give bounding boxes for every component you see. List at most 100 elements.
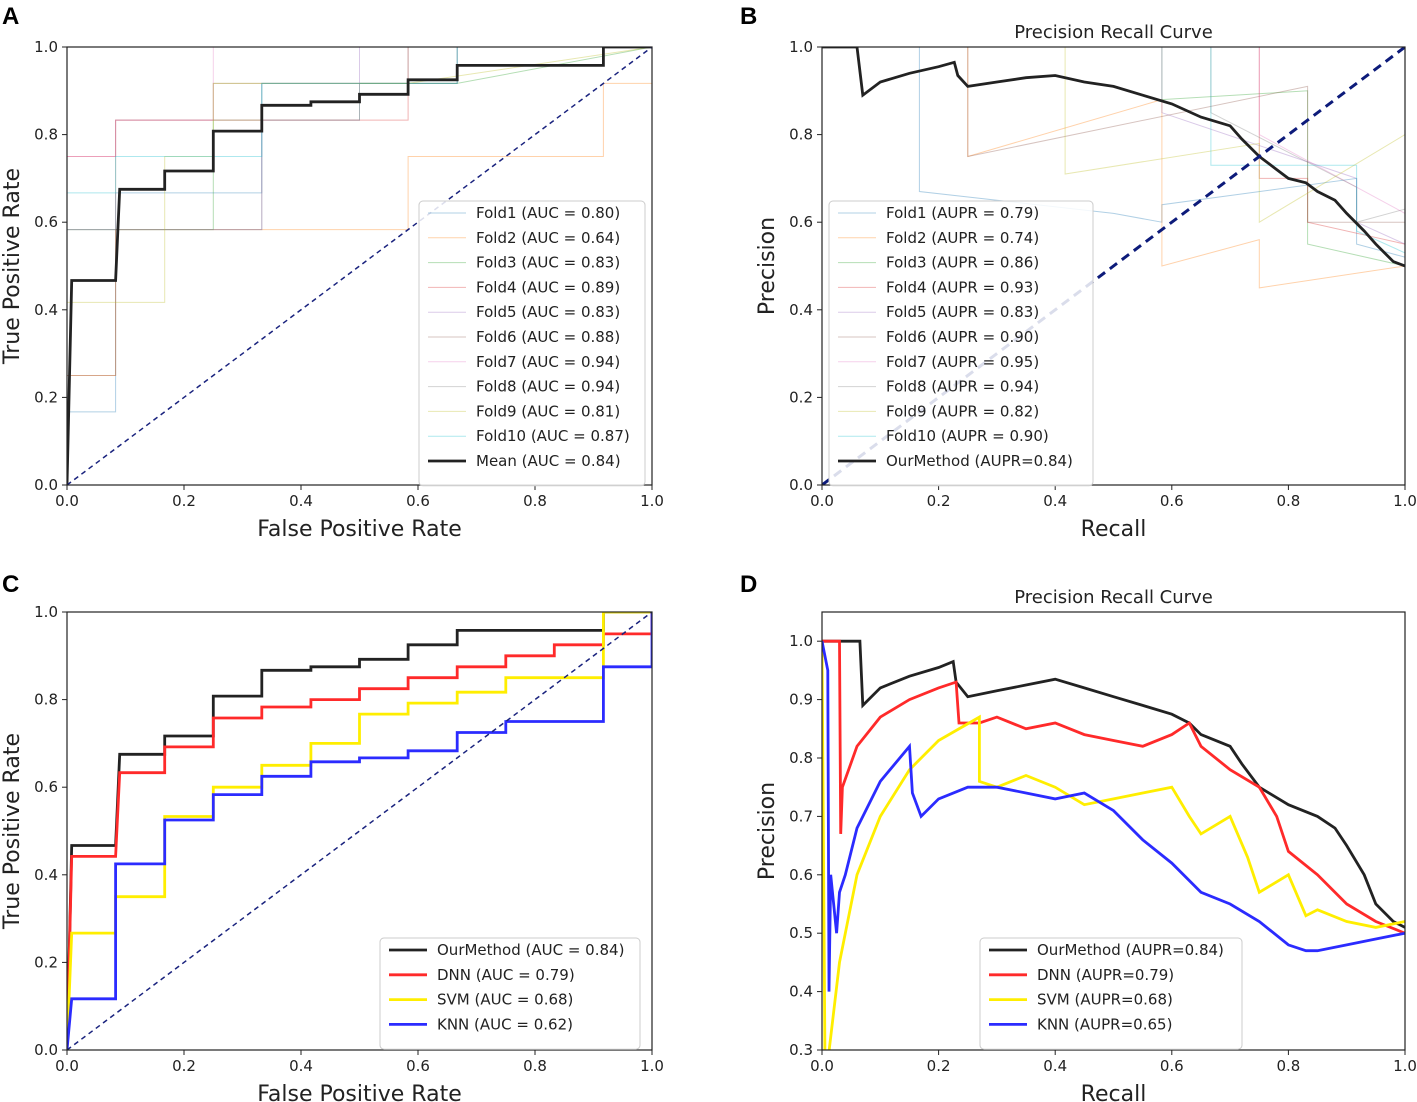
y-tick-label: 0.2 — [789, 388, 813, 406]
legend-label: Fold1 (AUC = 0.80) — [476, 204, 620, 222]
x-axis-label: False Positive Rate — [257, 517, 461, 542]
plot-frame — [821, 611, 1406, 1051]
x-tick-label: 0.8 — [1276, 492, 1300, 510]
y-tick-label: 1.0 — [34, 603, 58, 621]
x-tick-label: 1.0 — [1393, 1057, 1417, 1075]
series-line-dnn — [67, 612, 652, 1050]
y-tick-label: 0.8 — [789, 749, 813, 767]
legend-label: Fold9 (AUPR = 0.82) — [886, 402, 1039, 420]
legend-label: KNN (AUC = 0.62) — [437, 1015, 573, 1033]
legend-label: Fold1 (AUPR = 0.79) — [886, 204, 1039, 222]
panel-letter: A — [2, 3, 19, 30]
legend-label: Fold7 (AUC = 0.94) — [476, 353, 620, 371]
legend-label: DNN (AUC = 0.79) — [437, 966, 575, 984]
x-tick-label: 1.0 — [640, 1057, 664, 1075]
x-tick-label: 0.2 — [172, 492, 196, 510]
x-tick-label: 0.4 — [289, 1057, 313, 1075]
y-axis-label: True Positive Rate — [0, 168, 25, 365]
legend-label: Fold2 (AUC = 0.64) — [476, 229, 620, 247]
series-line-fold7 — [67, 47, 652, 485]
panel-letter: B — [740, 3, 757, 30]
legend-label: Fold3 (AUPR = 0.86) — [886, 254, 1039, 272]
y-tick-label: 1.0 — [789, 632, 813, 650]
y-tick-label: 0.7 — [789, 807, 813, 825]
legend-label: Fold4 (AUPR = 0.93) — [886, 278, 1039, 296]
x-tick-label: 0.6 — [406, 492, 430, 510]
series-line-svm — [67, 612, 652, 1050]
series-line-fold4 — [822, 47, 1405, 245]
x-tick-label: 0.8 — [523, 492, 547, 510]
y-tick-label: 0.8 — [789, 126, 813, 144]
series-line-mean — [67, 47, 652, 485]
legend: Fold1 (AUPR = 0.79) Fold2 (AUPR = 0.74) Fo… — [828, 200, 1094, 487]
x-tick-label: 0.0 — [55, 1057, 79, 1075]
series-line-dnn — [822, 639, 1405, 935]
y-tick-label: 0.6 — [789, 213, 813, 231]
series-group — [67, 612, 652, 1050]
legend-label: Fold8 (AUPR = 0.94) — [886, 378, 1039, 396]
x-tick-label: 0.4 — [1043, 1057, 1067, 1075]
x-tick-label: 0.2 — [172, 1057, 196, 1075]
legend-label: Mean (AUC = 0.84) — [476, 452, 621, 470]
legend-label: SVM (AUPR=0.68) — [1037, 991, 1173, 1009]
plot-frame — [66, 611, 653, 1051]
legend-label: Fold9 (AUC = 0.81) — [476, 402, 620, 420]
series-line-fold9 — [67, 47, 652, 485]
chart-panel-a: A 0.0 0.2 0.4 0.6 0.8 1.0 0.0 0.2 0.4 0.6 0.8 1.0 Fal… — [0, 3, 664, 542]
y-tick-label: 0.0 — [789, 476, 813, 494]
legend-label: OurMethod (AUPR=0.84) — [1037, 941, 1224, 959]
legend-box — [418, 200, 646, 487]
legend-label: Fold10 (AUC = 0.87) — [476, 427, 630, 445]
x-tick-label: 0.6 — [406, 1057, 430, 1075]
y-tick-label: 0.0 — [34, 1041, 58, 1059]
legend-box — [979, 937, 1243, 1050]
x-tick-label: 0.8 — [1276, 1057, 1300, 1075]
y-tick-label: 0.3 — [789, 1041, 813, 1059]
chart-title: Precision Recall Curve — [1014, 22, 1213, 43]
y-tick-label: 0.6 — [34, 778, 58, 796]
series-line-fold6 — [67, 47, 652, 485]
y-tick-label: 0.8 — [34, 691, 58, 709]
x-tick-label: 1.0 — [1393, 492, 1417, 510]
legend: OurMethod (AUPR=0.84) DNN (AUPR=0.79) SVM … — [979, 937, 1243, 1050]
x-tick-label: 0.2 — [927, 492, 951, 510]
y-tick-label: 0.2 — [34, 953, 58, 971]
series-line-knn — [822, 640, 1405, 992]
series-line-fold4 — [67, 47, 652, 485]
y-tick-label: 0.2 — [34, 388, 58, 406]
series-line-fold9 — [822, 47, 1405, 224]
legend-label: KNN (AUPR=0.65) — [1037, 1015, 1172, 1033]
x-tick-label: 0.0 — [810, 1057, 834, 1075]
y-tick-label: 0.0 — [34, 476, 58, 494]
series-line-fold10 — [822, 47, 1405, 254]
legend-label: Fold7 (AUPR = 0.95) — [886, 353, 1039, 371]
series-line-fold7 — [822, 47, 1405, 214]
y-tick-label: 1.0 — [34, 38, 58, 56]
y-tick-label: 0.6 — [789, 866, 813, 884]
y-tick-label: 0.9 — [789, 691, 813, 709]
x-axis-label: False Positive Rate — [257, 1082, 461, 1102]
y-tick-label: 0.6 — [34, 213, 58, 231]
legend-label: Fold2 (AUPR = 0.74) — [886, 229, 1039, 247]
series-line-ourmethod — [822, 639, 1405, 929]
x-axis-label: Recall — [1081, 1082, 1147, 1102]
y-tick-label: 0.4 — [34, 301, 58, 319]
x-tick-label: 0.0 — [810, 492, 834, 510]
series-line-fold6 — [822, 47, 1405, 223]
legend-label: Fold6 (AUPR = 0.90) — [886, 328, 1039, 346]
series-line-fold10 — [67, 47, 652, 485]
y-axis-label: Precision — [755, 782, 780, 880]
series-line-ourmethod — [822, 47, 1405, 268]
series-group — [67, 47, 652, 485]
plot-frame — [821, 46, 1406, 486]
y-tick-label: 0.5 — [789, 924, 813, 942]
x-axis-label: Recall — [1081, 517, 1147, 542]
chart-title: Precision Recall Curve — [1014, 587, 1213, 608]
legend-label: Fold5 (AUPR = 0.83) — [886, 303, 1039, 321]
chart-panel-d: D Precision Recall Curve 0.0 0.2 0.4 0.6 0.8 1.… — [740, 571, 1417, 1102]
legend-label: OurMethod (AUPR=0.84) — [886, 452, 1073, 470]
legend-box — [828, 200, 1094, 487]
legend-label: Fold6 (AUC = 0.88) — [476, 328, 620, 346]
x-tick-label: 0.2 — [927, 1057, 951, 1075]
